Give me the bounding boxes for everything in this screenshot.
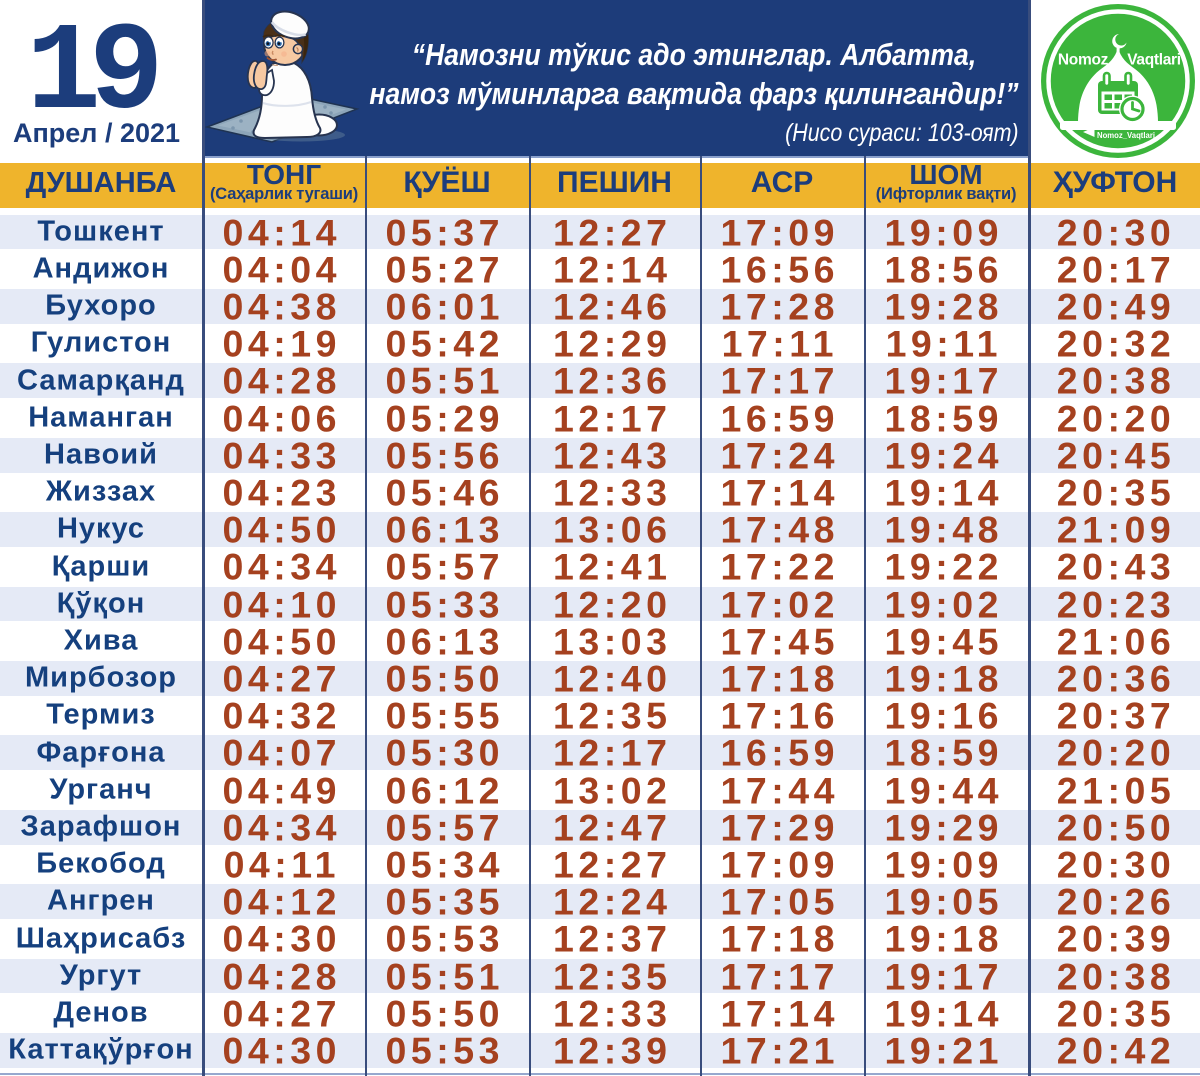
svg-text:Nomoz: Nomoz: [1058, 52, 1109, 69]
svg-text:Vaqtlari: Vaqtlari: [1127, 52, 1181, 69]
svg-text:Nomoz_Vaqtlari: Nomoz_Vaqtlari: [1097, 130, 1155, 140]
